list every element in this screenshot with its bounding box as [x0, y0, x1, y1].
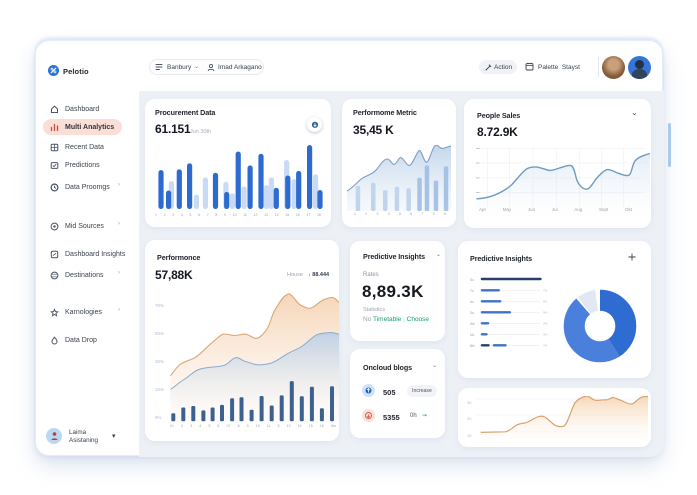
- svg-text:3%: 3%: [543, 332, 548, 336]
- svg-text:Mo: Mo: [470, 333, 475, 337]
- svg-text:7%: 7%: [543, 343, 548, 347]
- svg-text:An: An: [470, 300, 474, 304]
- svg-text:6%: 6%: [543, 299, 548, 303]
- svg-text:9%: 9%: [543, 310, 548, 314]
- svg-text:7%: 7%: [543, 288, 548, 292]
- svg-text:2%: 2%: [543, 321, 548, 325]
- svg-text:Su: Su: [470, 278, 474, 282]
- svg-text:Sa: Sa: [470, 311, 474, 315]
- svg-text:We: We: [470, 322, 475, 326]
- svg-text:Bfs: Bfs: [470, 344, 475, 348]
- svg-text:Tu: Tu: [470, 289, 474, 293]
